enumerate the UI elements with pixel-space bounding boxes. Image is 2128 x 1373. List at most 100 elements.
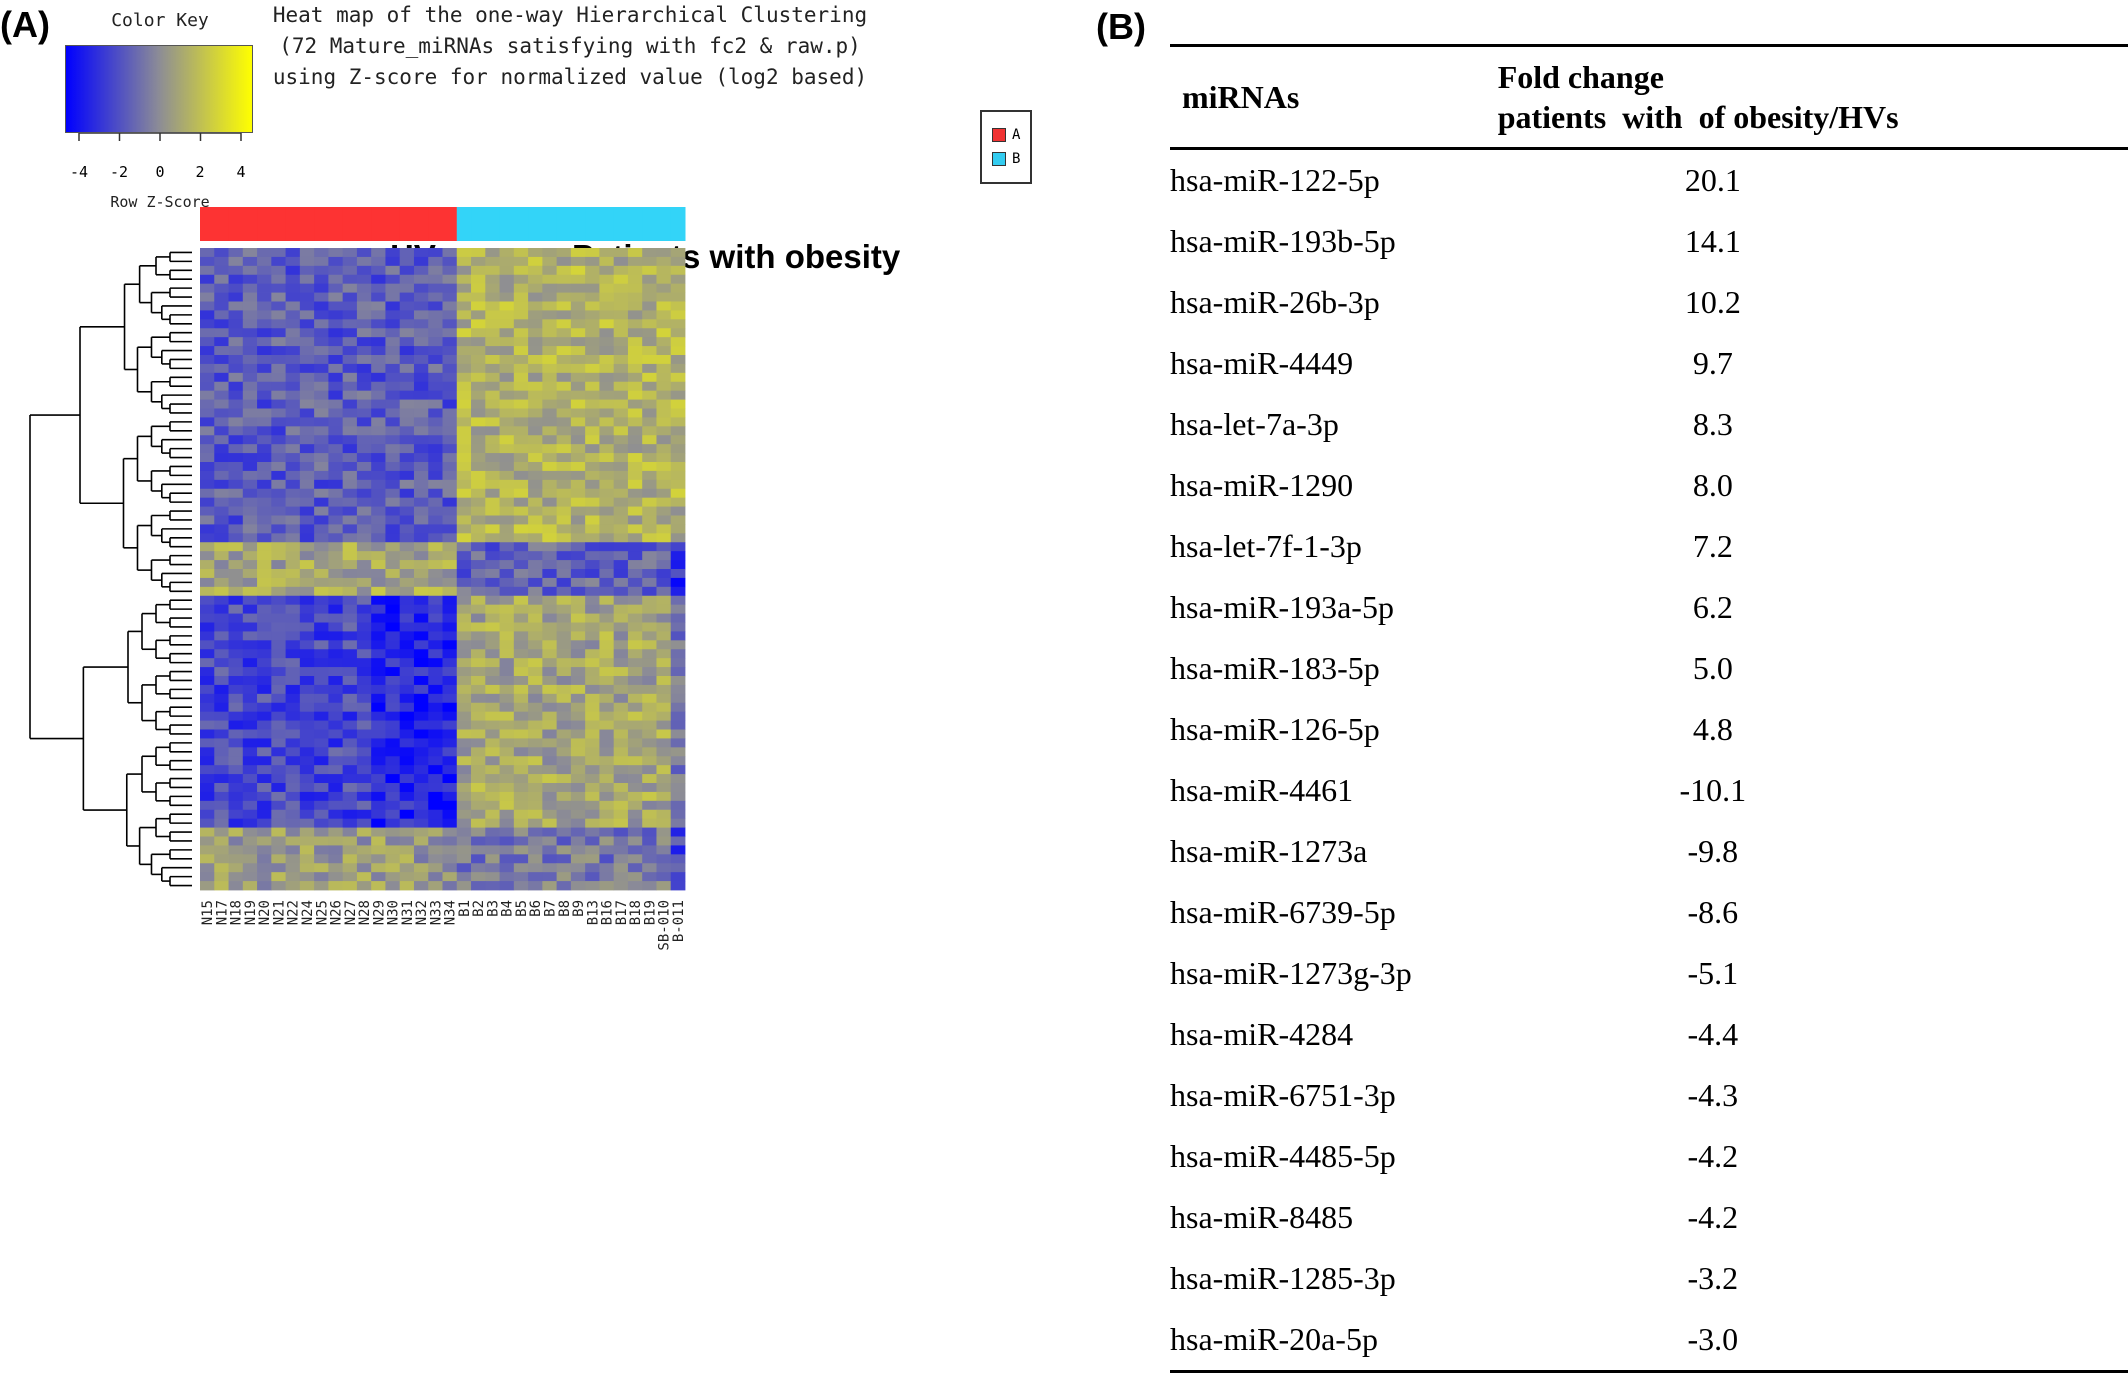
- legend-swatch-b: [992, 152, 1006, 166]
- fold-change-cell: 8.0: [1692, 467, 1733, 503]
- heatmap-cell: [228, 408, 244, 418]
- heatmap-cell: [257, 577, 272, 588]
- heatmap-cell: [513, 248, 529, 258]
- heatmap-cell: [499, 301, 515, 311]
- heatmap-cell: [413, 426, 429, 436]
- heatmap-cell: [399, 265, 415, 276]
- heatmap-cell: [314, 756, 329, 766]
- heatmap-cell: [585, 640, 600, 650]
- heatmap-cell: [542, 863, 558, 873]
- heatmap-cell: [613, 372, 629, 383]
- heatmap-cell: [214, 774, 229, 784]
- heatmap-cell: [428, 872, 443, 882]
- heatmap-cell: [570, 836, 586, 846]
- heatmap-cell: [413, 800, 429, 811]
- heatmap-cell: [285, 569, 301, 579]
- heatmap-cell: [556, 809, 572, 820]
- heatmap-cell: [413, 783, 429, 793]
- heatmap-cell: [613, 649, 629, 659]
- heatmap-cell: [499, 827, 515, 837]
- heatmap-cell: [471, 453, 486, 463]
- heatmap-cell: [528, 470, 543, 481]
- heatmap-cell: [670, 265, 686, 276]
- heatmap-cell: [356, 577, 372, 588]
- heatmap-cell: [585, 791, 600, 802]
- heatmap-cell: [656, 649, 672, 659]
- column-label: B17: [614, 900, 630, 925]
- heatmap-cell: [428, 444, 443, 454]
- heatmap-cell: [228, 622, 244, 632]
- heatmap-cell: [670, 408, 686, 418]
- heatmap-cell: [413, 506, 429, 516]
- heatmap-cell: [342, 569, 358, 579]
- heatmap-cell: [385, 783, 401, 793]
- heatmap-cell: [656, 604, 672, 614]
- heatmap-cell: [442, 337, 458, 347]
- heatmap-cell: [200, 283, 215, 293]
- heatmap-cell: [314, 256, 329, 267]
- heatmap-cell: [599, 417, 615, 427]
- column-label: B9: [571, 900, 587, 917]
- heatmap-cell: [257, 462, 272, 472]
- heatmap-cell: [670, 613, 686, 623]
- heatmap-cell: [214, 720, 229, 730]
- heatmap-cell: [214, 417, 229, 427]
- heatmap-cell: [328, 631, 344, 641]
- heatmap-cell: [385, 435, 401, 445]
- heatmap-cell: [670, 506, 686, 516]
- heatmap-cell: [342, 577, 358, 588]
- heatmap-cell: [642, 818, 657, 828]
- heatmap-cell: [627, 301, 643, 311]
- heatmap-cell: [371, 586, 386, 597]
- heatmap-cell: [513, 729, 529, 739]
- heatmap-cell: [471, 248, 486, 258]
- heatmap-cell: [642, 756, 657, 766]
- heatmap-cell: [471, 738, 486, 748]
- heatmap-cell: [627, 720, 643, 730]
- heatmap-cell: [314, 783, 329, 793]
- group-bar-segment: [371, 207, 386, 241]
- heatmap-cell: [613, 872, 629, 882]
- table-row: hsa-miR-183-5p 5.0: [1170, 638, 2128, 699]
- heatmap-cell: [542, 488, 558, 499]
- heatmap-cell: [570, 791, 586, 802]
- heatmap-cell: [570, 863, 586, 873]
- heatmap-cell: [428, 560, 443, 570]
- heatmap-cell: [356, 319, 372, 329]
- heatmap-cell: [499, 622, 515, 632]
- heatmap-cell: [627, 381, 643, 392]
- heatmap-cell: [499, 390, 515, 400]
- heatmap-cell: [642, 435, 657, 445]
- heatmap-cell: [485, 747, 500, 757]
- heatmap-cell: [442, 595, 458, 606]
- heatmap-cell: [242, 248, 258, 258]
- heatmap-cell: [257, 613, 272, 623]
- heatmap-cell: [599, 390, 615, 400]
- heatmap-cell: [499, 774, 515, 784]
- heatmap-cell: [328, 774, 344, 784]
- heatmap-cell: [413, 791, 429, 802]
- heatmap-cell: [627, 426, 643, 436]
- heatmap-cell: [542, 676, 558, 686]
- heatmap-cell: [228, 640, 244, 650]
- heatmap-cell: [542, 667, 558, 677]
- heatmap-cell: [456, 622, 472, 632]
- heatmap-cell: [257, 693, 272, 704]
- heatmap-cell: [214, 693, 229, 704]
- heatmap-cell: [328, 676, 344, 686]
- group-bar-segment: [499, 207, 515, 241]
- heatmap-cell: [428, 542, 443, 552]
- heatmap-cell: [599, 604, 615, 614]
- heatmap-cell: [570, 667, 586, 677]
- heatmap-cell: [299, 684, 315, 695]
- heatmap-cell: [599, 328, 615, 338]
- heatmap-cell: [299, 426, 315, 436]
- heatmap-cell: [570, 577, 586, 588]
- heatmap-cell: [599, 676, 615, 686]
- heatmap-cell: [528, 818, 543, 828]
- heatmap-cell: [613, 248, 629, 258]
- heatmap-cell: [656, 800, 672, 811]
- heatmap-cell: [242, 524, 258, 534]
- heatmap-cell: [485, 408, 500, 418]
- heatmap-cell: [542, 426, 558, 436]
